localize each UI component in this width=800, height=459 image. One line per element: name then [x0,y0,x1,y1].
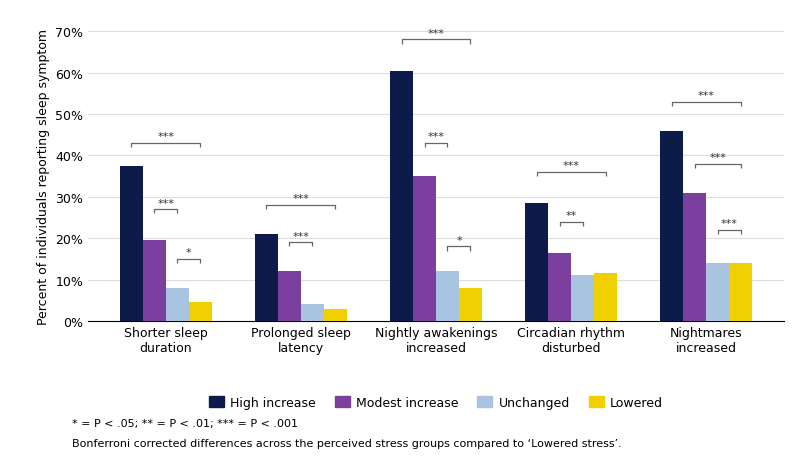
Text: ***: *** [698,91,715,101]
Text: ***: *** [721,219,738,229]
Bar [661,131,683,321]
Bar [390,71,413,321]
Text: ***: *** [292,194,310,204]
Text: ***: *** [427,132,445,142]
Text: Bonferroni corrected differences across the perceived stress groups compared to : Bonferroni corrected differences across … [72,438,622,448]
Y-axis label: Percent of individuals reporting sleep symptom: Percent of individuals reporting sleep s… [37,29,50,325]
Text: * = P < .05; ** = P < .01; *** = P < .001: * = P < .05; ** = P < .01; *** = P < .00… [72,418,298,428]
Bar [120,167,142,321]
Bar [301,305,324,321]
Bar [594,274,617,321]
Bar [436,272,459,321]
Text: ***: *** [157,132,174,142]
Bar [548,253,571,321]
Text: ***: *** [157,198,174,208]
Bar [166,288,189,321]
Bar [683,193,706,321]
Bar [189,303,211,321]
Legend: High increase, Modest increase, Unchanged, Lowered: High increase, Modest increase, Unchange… [204,391,668,414]
Text: ***: *** [292,231,310,241]
Text: ***: *** [562,161,580,171]
Bar [413,177,436,321]
Text: ***: *** [427,29,445,39]
Text: *: * [186,248,191,257]
Bar [142,241,166,321]
Bar [278,272,301,321]
Bar [571,276,594,321]
Text: **: ** [566,211,577,220]
Bar [706,263,730,321]
Bar [459,288,482,321]
Bar [255,235,278,321]
Bar [324,309,346,321]
Bar [730,263,752,321]
Text: ***: *** [710,153,726,162]
Text: *: * [456,235,462,245]
Bar [526,204,548,321]
